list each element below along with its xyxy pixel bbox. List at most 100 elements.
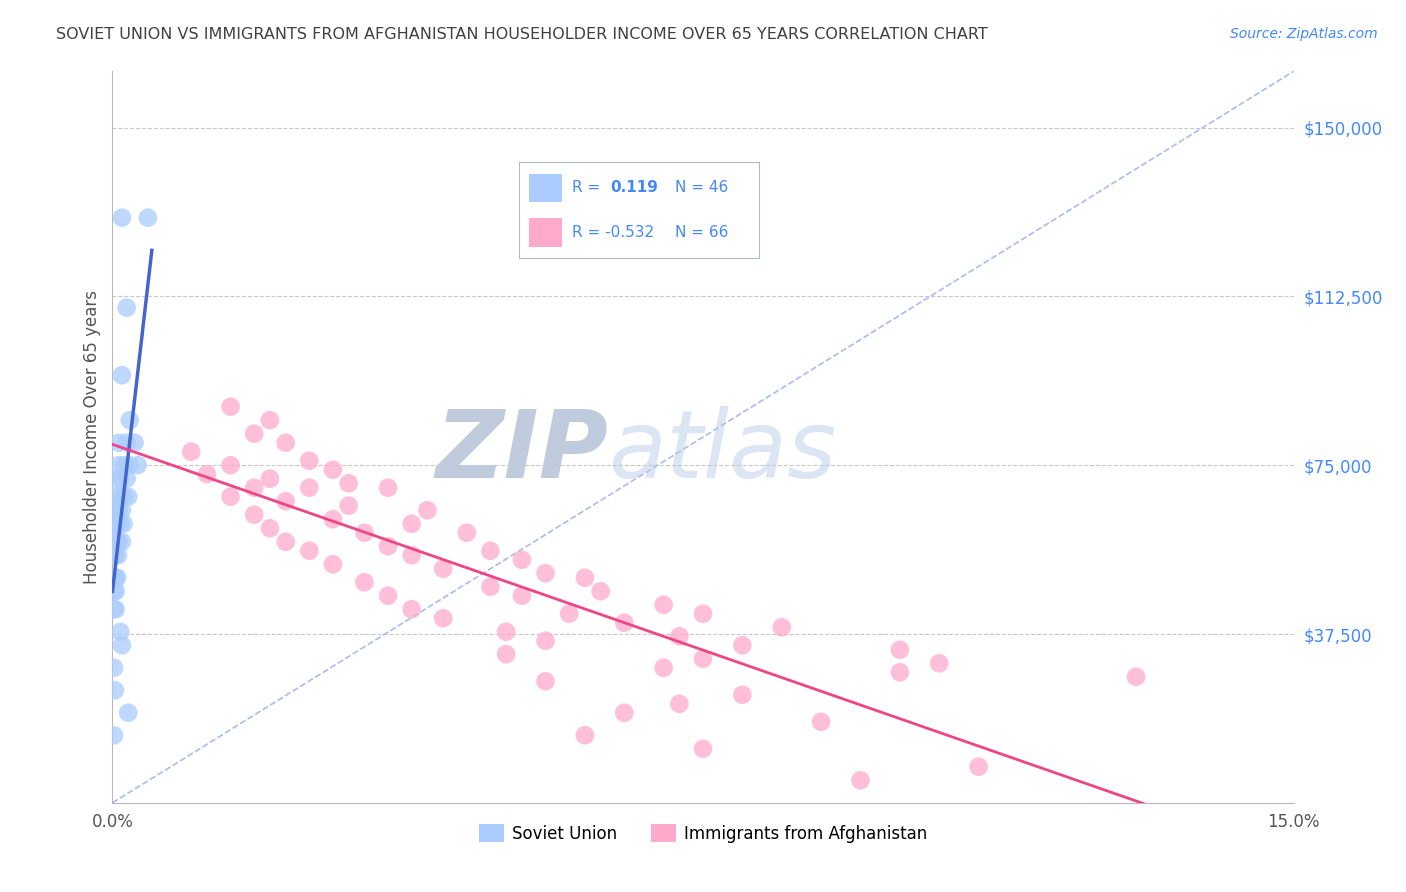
Point — [274, 534, 297, 549]
Point — [495, 624, 517, 639]
Point — [432, 611, 454, 625]
Point — [534, 566, 557, 581]
Point — [115, 435, 138, 450]
Point — [111, 534, 134, 549]
Point — [105, 472, 128, 486]
Point — [259, 472, 281, 486]
Point — [104, 548, 127, 562]
Point — [117, 490, 139, 504]
Point — [219, 458, 242, 473]
Point — [104, 602, 127, 616]
Point — [118, 458, 141, 473]
Point — [495, 647, 517, 661]
Text: N = 46: N = 46 — [675, 180, 728, 195]
Point — [322, 558, 344, 572]
Point — [111, 503, 134, 517]
Text: R = -0.532: R = -0.532 — [572, 225, 654, 240]
Point — [105, 503, 128, 517]
Point — [243, 481, 266, 495]
Point — [104, 584, 127, 599]
Point — [377, 589, 399, 603]
Point — [110, 490, 132, 504]
Point — [112, 516, 135, 531]
Point — [107, 534, 129, 549]
Point — [479, 580, 502, 594]
Point — [377, 539, 399, 553]
Text: N = 66: N = 66 — [675, 225, 728, 240]
Point — [124, 435, 146, 450]
Point — [103, 571, 125, 585]
Point — [111, 211, 134, 225]
Point — [105, 534, 128, 549]
Point — [692, 607, 714, 621]
Point — [107, 458, 129, 473]
Point — [104, 683, 127, 698]
Point — [456, 525, 478, 540]
Point — [322, 512, 344, 526]
Point — [136, 211, 159, 225]
Point — [107, 548, 129, 562]
Point — [377, 481, 399, 495]
Point — [574, 728, 596, 742]
Text: atlas: atlas — [609, 406, 837, 497]
Point — [298, 543, 321, 558]
Point — [111, 638, 134, 652]
Point — [104, 534, 127, 549]
Point — [353, 575, 375, 590]
Point — [432, 562, 454, 576]
Point — [103, 602, 125, 616]
Point — [107, 503, 129, 517]
Point — [692, 652, 714, 666]
Point — [104, 571, 127, 585]
Point — [401, 602, 423, 616]
Point — [104, 516, 127, 531]
Point — [259, 413, 281, 427]
Point — [115, 301, 138, 315]
Point — [510, 553, 533, 567]
Point — [558, 607, 581, 621]
Text: 0.119: 0.119 — [610, 180, 658, 195]
Point — [115, 472, 138, 486]
Point — [322, 463, 344, 477]
Point — [810, 714, 832, 729]
Point — [274, 435, 297, 450]
Legend: Soviet Union, Immigrants from Afghanistan: Soviet Union, Immigrants from Afghanista… — [472, 818, 934, 849]
Point — [353, 525, 375, 540]
Point — [731, 688, 754, 702]
Y-axis label: Householder Income Over 65 years: Householder Income Over 65 years — [83, 290, 101, 584]
Point — [180, 444, 202, 458]
Point — [652, 598, 675, 612]
Point — [889, 642, 911, 657]
Point — [112, 458, 135, 473]
Point — [259, 521, 281, 535]
Point — [110, 624, 132, 639]
Point — [298, 453, 321, 467]
Point — [668, 697, 690, 711]
FancyBboxPatch shape — [529, 218, 562, 246]
Point — [534, 633, 557, 648]
Point — [111, 368, 134, 383]
Point — [337, 476, 360, 491]
Point — [298, 481, 321, 495]
Point — [127, 458, 149, 473]
Text: ZIP: ZIP — [436, 406, 609, 498]
Point — [243, 508, 266, 522]
Point — [731, 638, 754, 652]
Point — [416, 503, 439, 517]
Point — [889, 665, 911, 680]
Point — [510, 589, 533, 603]
Point — [692, 741, 714, 756]
Point — [652, 661, 675, 675]
Text: SOVIET UNION VS IMMIGRANTS FROM AFGHANISTAN HOUSEHOLDER INCOME OVER 65 YEARS COR: SOVIET UNION VS IMMIGRANTS FROM AFGHANIS… — [56, 27, 988, 42]
Point — [117, 706, 139, 720]
Point — [967, 760, 990, 774]
Point — [112, 490, 135, 504]
Point — [103, 661, 125, 675]
Text: R =: R = — [572, 180, 600, 195]
Point — [107, 435, 129, 450]
Point — [103, 584, 125, 599]
Point — [574, 571, 596, 585]
Point — [219, 400, 242, 414]
Point — [243, 426, 266, 441]
Point — [401, 516, 423, 531]
